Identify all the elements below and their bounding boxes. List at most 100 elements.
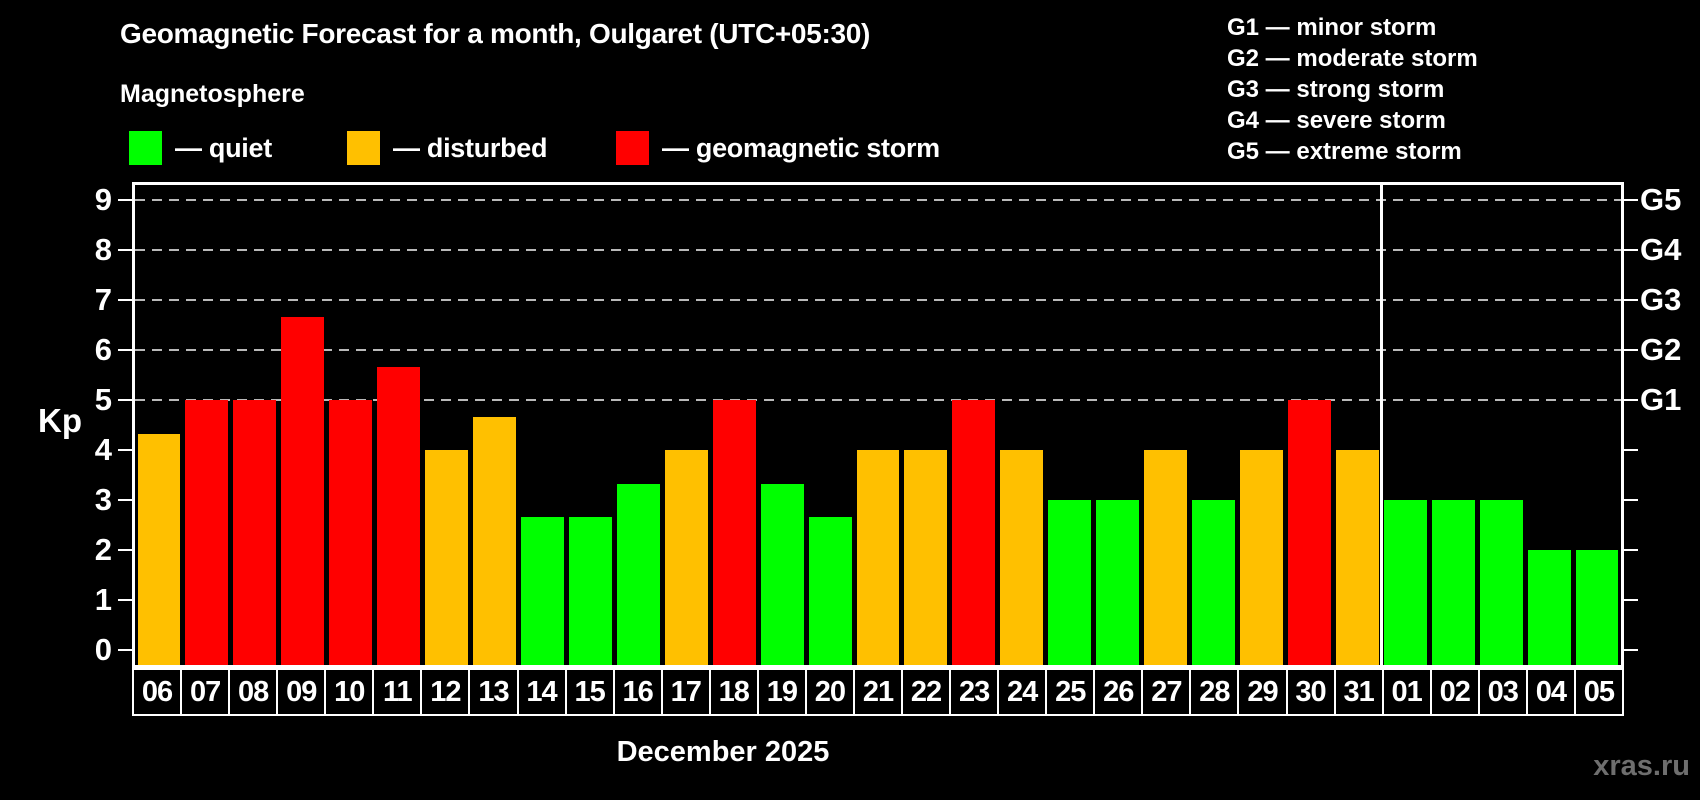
day-label-28: 28 [1191, 670, 1240, 714]
kp-bar-day-27 [1144, 450, 1188, 665]
y-tick-left-6 [118, 349, 132, 351]
y-tick-left-1 [118, 599, 132, 601]
y-tick-left-3 [118, 499, 132, 501]
day-label-29: 29 [1239, 670, 1288, 714]
day-label-06: 06 [134, 670, 183, 714]
y-tick-label-4: 4 [94, 432, 112, 467]
y-tick-label-5: 5 [94, 382, 112, 417]
day-label-18: 18 [711, 670, 759, 714]
y-tick-label-3: 3 [94, 482, 112, 517]
day-label-17: 17 [663, 670, 711, 714]
g-legend-line-2: G2 — moderate storm [1227, 45, 1478, 72]
y-tick-right-4 [1624, 449, 1638, 451]
day-label-10: 10 [326, 670, 375, 714]
day-label-23: 23 [951, 670, 1000, 714]
kp-bar-day-02 [1431, 500, 1475, 665]
legend-label-disturbed: — disturbed [393, 132, 548, 163]
y-tick-label-8: 8 [94, 232, 112, 267]
kp-bar-day-05 [1575, 550, 1619, 665]
day-label-15: 15 [567, 670, 615, 714]
g-axis-label-g5: G5 [1640, 182, 1682, 217]
g-legend-line-5: G5 — extreme storm [1227, 138, 1462, 165]
g-axis-label-g3: G3 [1640, 282, 1682, 317]
y-tick-label-7: 7 [94, 282, 112, 317]
y-tick-label-2: 2 [94, 532, 112, 567]
kp-bar-day-30 [1287, 400, 1331, 665]
y-tick-label-9: 9 [94, 182, 112, 217]
y-tick-label-6: 6 [94, 332, 112, 367]
day-label-30: 30 [1288, 670, 1336, 714]
gridline-kp9 [135, 199, 1621, 201]
y-tick-right-1 [1624, 599, 1638, 601]
g-scale-legend: G1 — minor storm G2 — moderate storm G3 — … [1227, 12, 1478, 167]
kp-bar-day-31 [1335, 450, 1379, 665]
legend-swatch-storm-icon [616, 131, 649, 165]
kp-bar-day-29 [1240, 450, 1283, 665]
kp-bar-day-20 [808, 516, 852, 665]
day-label-21: 21 [855, 670, 903, 714]
day-label-12: 12 [422, 670, 471, 714]
y-tick-right-0 [1624, 649, 1638, 651]
kp-bar-day-01 [1383, 500, 1427, 665]
kp-bar-day-11 [377, 366, 421, 665]
legend-label-storm: — geomagnetic storm [662, 132, 940, 163]
y-tick-right-3 [1624, 499, 1638, 501]
y-tick-right-8 [1624, 249, 1638, 251]
kp-bar-day-04 [1527, 550, 1571, 665]
month-label: December 2025 [616, 736, 830, 768]
day-label-05: 05 [1583, 675, 1615, 708]
x-axis-day-labels: 06 07 08 09 10 11 12 13 14 15 16 17 18 19 20 21 22 23 24 25… [132, 668, 1624, 716]
kp-bar-day-06 [137, 433, 181, 665]
y-tick-left-9 [118, 199, 132, 201]
kp-bar-day-08 [233, 400, 277, 665]
kp-bar-day-10 [329, 400, 373, 665]
kp-bar-day-24 [1000, 450, 1044, 665]
y-tick-label-1: 1 [94, 582, 112, 617]
kp-bar-day-09 [281, 316, 325, 665]
kp-bar-day-12 [425, 450, 469, 665]
g-axis-label-g2: G2 [1640, 332, 1682, 367]
kp-bar-day-07 [185, 400, 229, 665]
legend-swatch-disturbed-icon [347, 131, 380, 165]
kp-bar-day-14 [520, 516, 564, 665]
plot-area [132, 182, 1624, 668]
legend-item-disturbed: — disturbed [347, 130, 548, 166]
day-label-31: 31 [1336, 670, 1384, 714]
day-label-11: 11 [374, 670, 423, 714]
day-label-20: 20 [807, 670, 855, 714]
day-label-22: 22 [903, 670, 952, 714]
day-label-26: 26 [1095, 670, 1144, 714]
g-legend-line-1: G1 — minor storm [1227, 14, 1437, 41]
day-label-07: 07 [182, 670, 231, 714]
y-tick-left-5 [118, 399, 132, 401]
legend-label-quiet: — quiet [175, 132, 272, 163]
kp-bar-day-13 [473, 416, 516, 665]
day-label-16: 16 [615, 670, 663, 714]
day-label-09: 09 [278, 670, 327, 714]
day-label-24: 24 [999, 670, 1048, 714]
kp-bar-day-25 [1048, 500, 1092, 665]
day-label-19: 19 [759, 670, 807, 714]
kp-bar-day-28 [1192, 500, 1235, 665]
day-label-27: 27 [1143, 670, 1192, 714]
day-label-25: 25 [1047, 670, 1096, 714]
gridline-kp8 [135, 249, 1621, 251]
g-axis-label-g1: G1 [1640, 382, 1682, 417]
legend-item-quiet: — quiet [129, 130, 272, 166]
day-label-14: 14 [519, 670, 567, 714]
y-tick-right-7 [1624, 299, 1638, 301]
gridline-kp6 [135, 349, 1621, 351]
kp-bar-day-19 [760, 483, 804, 665]
kp-bar-day-21 [856, 450, 900, 665]
day-label-01: 01 [1384, 670, 1432, 714]
y-tick-label-0: 0 [94, 632, 112, 667]
y-tick-left-8 [118, 249, 132, 251]
y-tick-right-5 [1624, 399, 1638, 401]
y-tick-right-6 [1624, 349, 1638, 351]
y-tick-left-0 [118, 649, 132, 651]
kp-bar-day-16 [616, 483, 660, 665]
y-tick-left-7 [118, 299, 132, 301]
kp-bar-day-03 [1479, 500, 1523, 665]
watermark: xras.ru [1593, 750, 1690, 782]
